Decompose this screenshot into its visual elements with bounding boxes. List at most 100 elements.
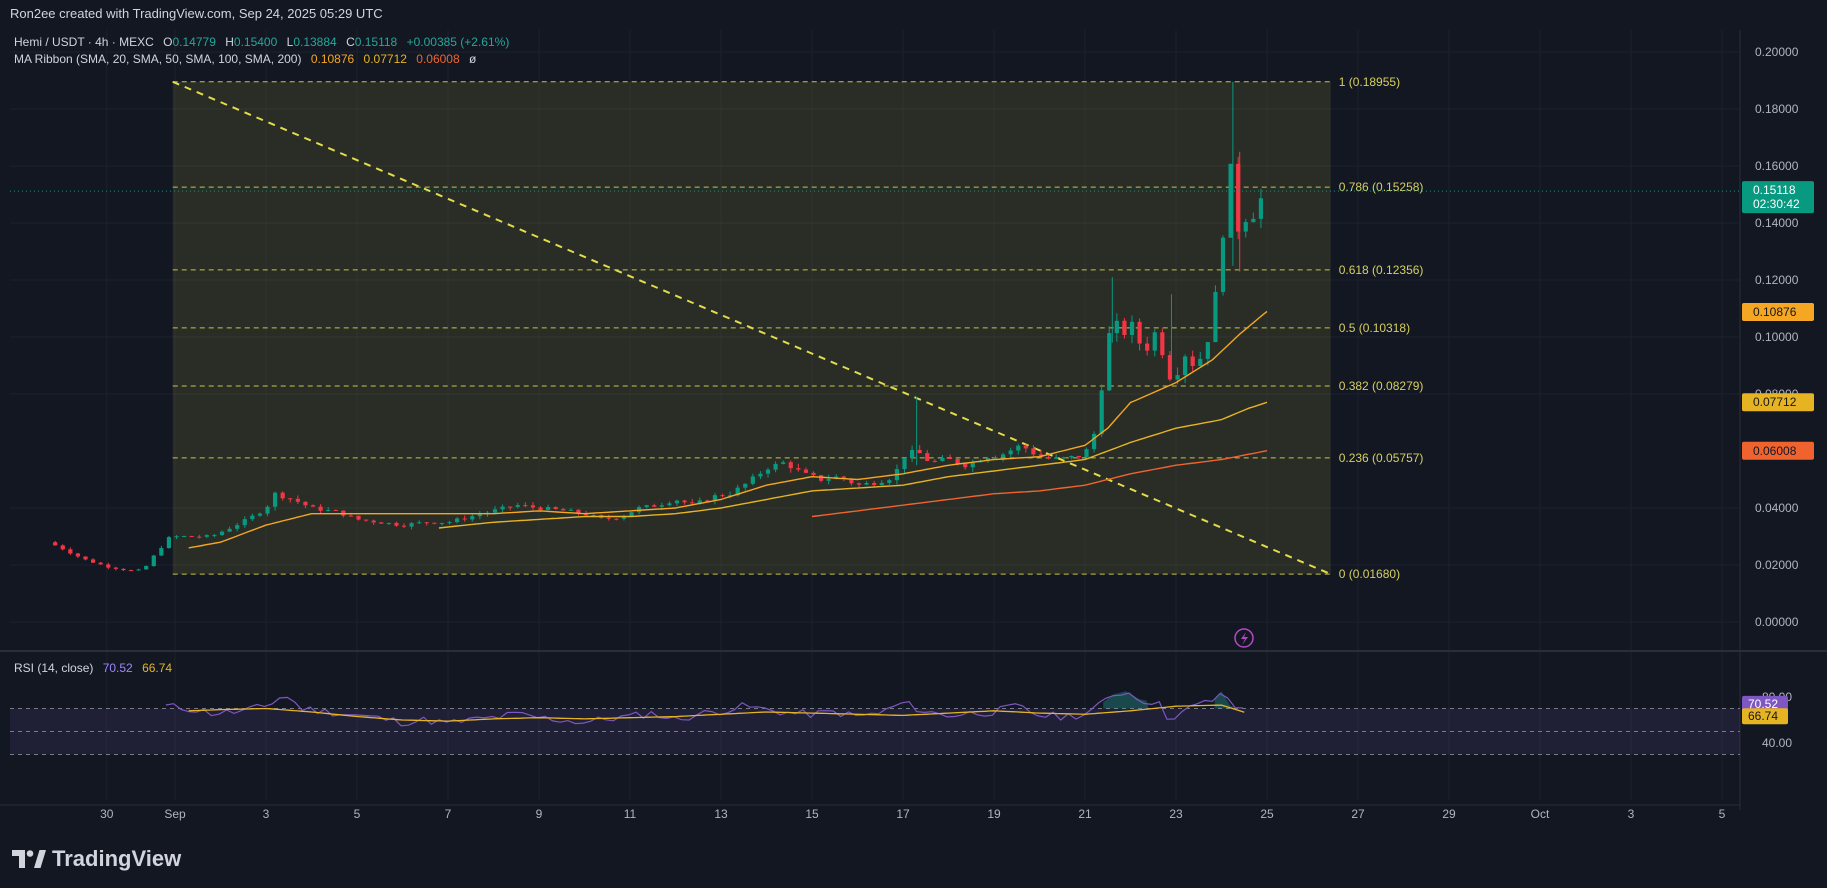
candle[interactable]: [781, 462, 786, 464]
candle[interactable]: [280, 492, 285, 499]
ma-line[interactable]: [188, 310, 1268, 549]
candle[interactable]: [546, 507, 551, 510]
candle[interactable]: [60, 545, 65, 550]
candle[interactable]: [819, 475, 824, 481]
candle[interactable]: [1054, 457, 1059, 459]
ma-line[interactable]: [438, 401, 1268, 529]
candle[interactable]: [166, 537, 172, 549]
candle[interactable]: [1092, 433, 1097, 450]
candle[interactable]: [159, 548, 164, 556]
candle[interactable]: [250, 515, 255, 520]
candle[interactable]: [864, 482, 869, 485]
candle[interactable]: [902, 457, 907, 470]
candle[interactable]: [690, 502, 695, 504]
candle[interactable]: [492, 509, 498, 513]
candle[interactable]: [667, 503, 672, 506]
candle[interactable]: [1031, 448, 1036, 455]
candle[interactable]: [932, 460, 937, 462]
candle[interactable]: [508, 506, 513, 508]
candle[interactable]: [303, 501, 308, 506]
candle[interactable]: [591, 515, 596, 517]
candle[interactable]: [523, 505, 528, 507]
candle[interactable]: [136, 569, 141, 571]
candle[interactable]: [910, 449, 915, 458]
candle[interactable]: [515, 505, 520, 507]
candle[interactable]: [326, 509, 331, 511]
candle[interactable]: [288, 498, 293, 500]
candle[interactable]: [470, 516, 475, 520]
candle[interactable]: [1122, 320, 1127, 336]
candle[interactable]: [371, 520, 376, 523]
candle[interactable]: [856, 483, 862, 485]
candle[interactable]: [364, 519, 369, 521]
candle[interactable]: [614, 518, 619, 520]
candle[interactable]: [917, 449, 922, 454]
candle[interactable]: [235, 525, 240, 529]
candle[interactable]: [106, 564, 111, 568]
candle[interactable]: [1023, 445, 1028, 449]
candle[interactable]: [1129, 321, 1135, 336]
candle[interactable]: [1167, 355, 1173, 380]
candle[interactable]: [1175, 375, 1180, 380]
candle[interactable]: [1084, 449, 1089, 458]
rsi-ma-line[interactable]: [188, 704, 1245, 722]
candle[interactable]: [705, 500, 710, 502]
candle[interactable]: [1114, 320, 1119, 334]
candle[interactable]: [333, 509, 338, 511]
candle[interactable]: [849, 478, 854, 484]
candle[interactable]: [212, 535, 217, 537]
candle[interactable]: [500, 506, 505, 510]
candle[interactable]: [697, 500, 702, 504]
candle[interactable]: [561, 509, 566, 511]
candle[interactable]: [98, 562, 103, 565]
candle[interactable]: [1016, 445, 1021, 451]
candle[interactable]: [872, 482, 877, 486]
candle[interactable]: [750, 476, 755, 484]
candle[interactable]: [940, 457, 945, 461]
candle[interactable]: [674, 500, 680, 504]
candle[interactable]: [1258, 198, 1264, 219]
candle[interactable]: [1183, 356, 1188, 376]
candle[interactable]: [348, 515, 354, 517]
candle[interactable]: [83, 556, 88, 560]
candle[interactable]: [144, 566, 149, 570]
candle[interactable]: [606, 517, 611, 519]
trendline[interactable]: [172, 80, 1332, 576]
candle[interactable]: [68, 549, 73, 554]
candle[interactable]: [970, 462, 975, 468]
candle[interactable]: [121, 568, 126, 571]
candle[interactable]: [553, 507, 558, 510]
candle[interactable]: [424, 522, 429, 524]
candle[interactable]: [227, 528, 232, 532]
candle[interactable]: [1190, 356, 1195, 366]
candle[interactable]: [1220, 237, 1226, 292]
candle[interactable]: [447, 522, 452, 524]
candle[interactable]: [963, 463, 968, 468]
candle[interactable]: [432, 522, 437, 524]
candle[interactable]: [356, 515, 361, 520]
candle[interactable]: [629, 512, 634, 517]
candle[interactable]: [379, 522, 384, 524]
candle[interactable]: [743, 483, 748, 488]
candle[interactable]: [75, 553, 81, 557]
candle[interactable]: [128, 570, 134, 572]
candle[interactable]: [174, 536, 179, 538]
candle[interactable]: [765, 469, 771, 474]
candle[interactable]: [1001, 454, 1006, 458]
candle[interactable]: [1061, 457, 1066, 459]
candle[interactable]: [735, 487, 740, 496]
candle[interactable]: [1160, 332, 1165, 356]
candle[interactable]: [1008, 450, 1013, 455]
candle[interactable]: [462, 518, 467, 520]
candle[interactable]: [955, 458, 960, 464]
candle[interactable]: [1046, 457, 1051, 459]
candle[interactable]: [947, 457, 953, 459]
candle[interactable]: [189, 536, 194, 538]
candle[interactable]: [841, 476, 846, 479]
candle[interactable]: [401, 525, 407, 527]
candle[interactable]: [826, 479, 831, 481]
candle[interactable]: [1251, 218, 1256, 223]
candle[interactable]: [310, 505, 316, 507]
candle[interactable]: [728, 495, 733, 497]
candle[interactable]: [720, 495, 725, 497]
